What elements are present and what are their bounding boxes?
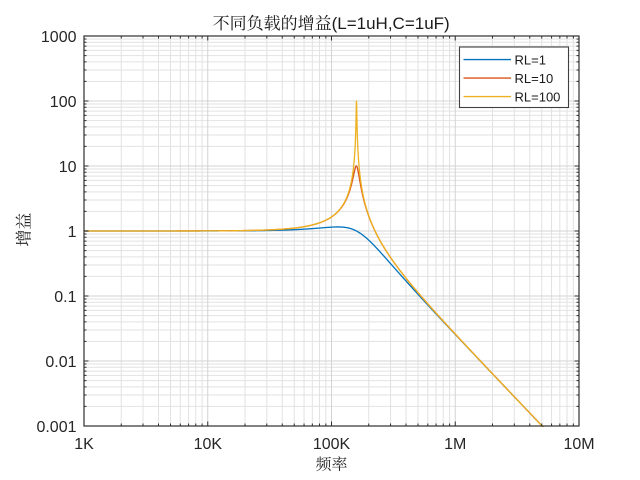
svg-text:0.1: 0.1 <box>54 289 76 306</box>
svg-text:0.001: 0.001 <box>36 419 76 436</box>
svg-text:RL=1: RL=1 <box>515 52 546 67</box>
svg-text:RL=100: RL=100 <box>515 89 561 104</box>
svg-text:10K: 10K <box>194 436 223 453</box>
svg-text:1000: 1000 <box>41 29 77 46</box>
svg-text:1K: 1K <box>74 436 94 453</box>
svg-text:RL=10: RL=10 <box>515 71 554 86</box>
svg-text:0.01: 0.01 <box>45 354 76 371</box>
svg-text:10M: 10M <box>563 436 594 453</box>
svg-text:100: 100 <box>50 94 77 111</box>
svg-text:(L=1uH,C=1uF): (L=1uH,C=1uF) <box>332 14 450 33</box>
svg-text:10: 10 <box>59 159 77 176</box>
svg-text:1M: 1M <box>444 436 466 453</box>
svg-text:100K: 100K <box>313 436 351 453</box>
svg-text:1: 1 <box>68 224 77 241</box>
